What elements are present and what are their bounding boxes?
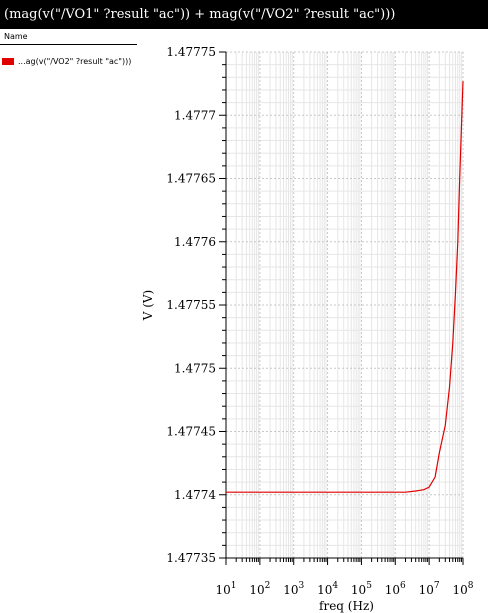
x-tick-label: 104 bbox=[317, 581, 338, 597]
x-tick-label: 107 bbox=[419, 581, 440, 597]
legend-header: Name bbox=[4, 32, 28, 41]
legend-swatch bbox=[2, 57, 14, 65]
window-title: (mag(v("/VO1" ?result "ac")) + mag(v("/V… bbox=[0, 0, 488, 29]
x-tick-label: 105 bbox=[351, 581, 372, 597]
y-tick-label: 1.47755 bbox=[166, 298, 216, 312]
legend-entry[interactable]: ...ag(v("/VO2" ?result "ac"))) bbox=[2, 56, 131, 66]
series-line bbox=[226, 81, 464, 493]
x-tick-label: 108 bbox=[452, 581, 473, 597]
y-tick-label: 1.4775 bbox=[174, 361, 216, 375]
y-tick-label: 1.4776 bbox=[174, 235, 216, 249]
y-tick-label: 1.47735 bbox=[166, 551, 216, 565]
x-tick-label: 101 bbox=[215, 581, 236, 597]
x-axis-title: freq (Hz) bbox=[319, 599, 374, 613]
y-axis-title: V (V) bbox=[141, 290, 155, 322]
y-tick-label: 1.47775 bbox=[166, 45, 216, 59]
y-tick-label: 1.4774 bbox=[174, 488, 216, 502]
y-tick-label: 1.47745 bbox=[166, 425, 216, 439]
x-tick-label: 102 bbox=[249, 581, 270, 597]
x-tick-label: 106 bbox=[385, 581, 406, 597]
legend-label: ...ag(v("/VO2" ?result "ac"))) bbox=[18, 56, 132, 66]
legend-panel: Name ...ag(v("/VO2" ?result "ac"))) bbox=[0, 29, 140, 89]
x-tick-label: 103 bbox=[283, 581, 304, 597]
y-tick-label: 1.47765 bbox=[166, 172, 216, 186]
legend-divider bbox=[0, 44, 137, 45]
y-tick-label: 1.4777 bbox=[174, 108, 216, 122]
